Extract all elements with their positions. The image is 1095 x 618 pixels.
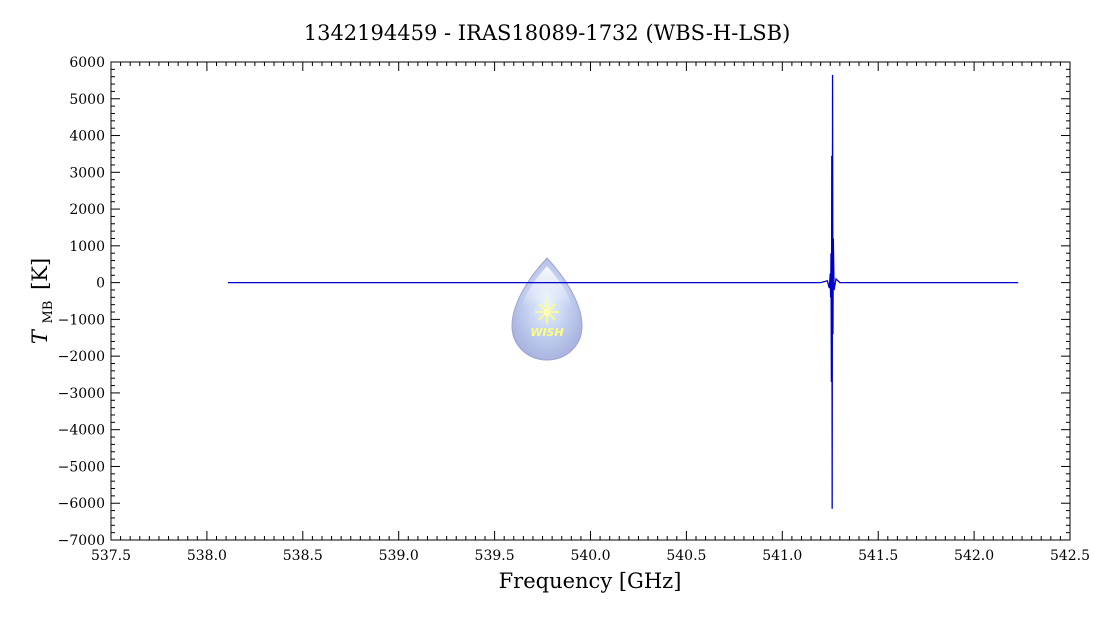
logo-drop-highlight — [522, 266, 572, 308]
x-tick-label: 538.0 — [187, 548, 227, 564]
spectrum-line — [228, 74, 1019, 509]
axis-ticks — [110, 61, 1071, 541]
y-tick-label: −6000 — [58, 496, 105, 512]
y-tick-label: 2000 — [69, 202, 105, 218]
x-tick-label: 540.0 — [570, 548, 610, 564]
y-tick-label: −7000 — [58, 533, 105, 549]
y-tick-label: −1000 — [58, 312, 105, 328]
y-tick-label: −3000 — [58, 386, 105, 402]
x-tick-label: 541.5 — [858, 548, 898, 564]
y-tick-label: 3000 — [69, 165, 105, 181]
y-tick-label: 1000 — [69, 239, 105, 255]
x-tick-label: 538.5 — [283, 548, 323, 564]
wish-logo: WISH — [511, 257, 583, 361]
x-tick-label: 540.5 — [666, 548, 706, 564]
x-tick-label: 542.0 — [954, 548, 994, 564]
y-axis-label: T MB [K] — [28, 258, 57, 344]
y-tick-label: 5000 — [69, 92, 105, 108]
x-axis-label: Frequency [GHz] — [499, 569, 682, 593]
y-tick-label: 0 — [96, 276, 105, 292]
y-axis-label-unit: [K] — [28, 258, 52, 290]
plot-frame — [110, 61, 1071, 541]
x-tick-label: 541.0 — [762, 548, 802, 564]
y-tick-labels: −7000 −6000 −5000 −4000 −3000 −2000 −1000 0 1000… — [58, 55, 105, 549]
y-tick-label: −4000 — [58, 423, 105, 439]
x-tick-label: 539.0 — [379, 548, 419, 564]
series-group — [228, 74, 1019, 509]
logo-text: WISH — [530, 326, 563, 339]
x-tick-label: 539.5 — [475, 548, 515, 564]
y-axis-label-main: T — [28, 328, 52, 344]
x-tick-labels: 537.5 538.0 538.5 539.0 539.5 540.0 540.5 541.0… — [91, 548, 1090, 564]
y-axis-label-sub: MB — [41, 301, 56, 324]
svg-text:T MB [K]: T MB [K] — [28, 258, 57, 344]
y-tick-label: −2000 — [58, 349, 105, 365]
y-tick-label: −5000 — [58, 459, 105, 475]
logo-star-core — [543, 308, 551, 316]
y-tick-label: 4000 — [69, 129, 105, 145]
y-tick-label: 6000 — [69, 55, 105, 71]
x-tick-label: 537.5 — [91, 548, 131, 564]
x-tick-label: 542.5 — [1050, 548, 1090, 564]
chart-title: 1342194459 - IRAS18089-1732 (WBS-H-LSB) — [304, 21, 791, 45]
